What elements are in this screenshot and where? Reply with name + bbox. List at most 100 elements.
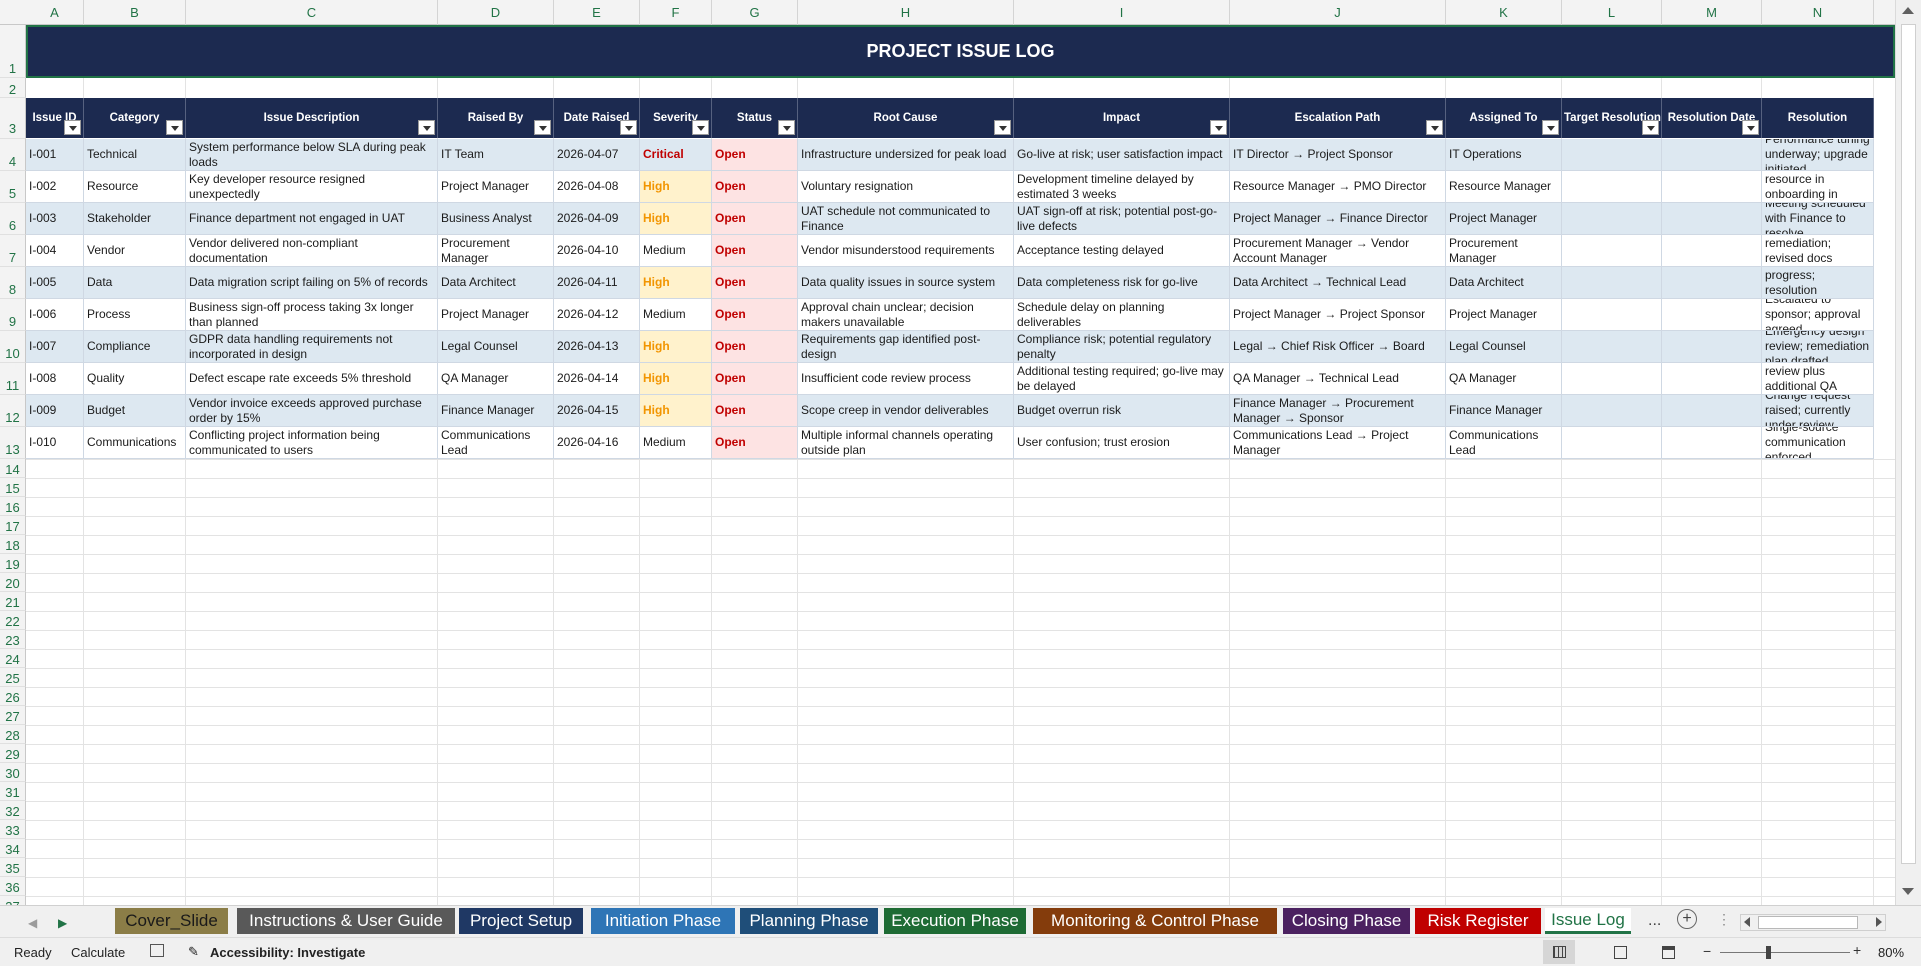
sheet-title-banner[interactable]: PROJECT ISSUE LOG: [26, 25, 1895, 78]
table-cell[interactable]: 2026-04-13: [554, 331, 640, 363]
row-header-35[interactable]: 35: [0, 858, 26, 877]
table-cell[interactable]: [1562, 139, 1662, 171]
table-cell[interactable]: Data quality issues in source system: [798, 267, 1014, 299]
table-cell[interactable]: 2026-04-10: [554, 235, 640, 267]
table-cell[interactable]: 2026-04-08: [554, 171, 640, 203]
column-header-j[interactable]: J: [1230, 0, 1446, 25]
column-header-h[interactable]: H: [798, 0, 1014, 25]
table-cell[interactable]: Data Architect → Technical Lead: [1230, 267, 1446, 299]
table-cell[interactable]: I-007: [26, 331, 84, 363]
table-header-cell[interactable]: Escalation Path: [1230, 98, 1446, 138]
cell-mode-icon[interactable]: [150, 944, 164, 957]
table-cell[interactable]: Emergency design review; remediation pla…: [1762, 331, 1874, 363]
tab-scroll-left-icon[interactable]: ◀: [28, 916, 38, 930]
table-cell[interactable]: I-001: [26, 139, 84, 171]
sheet-tab-planning-phase[interactable]: Planning Phase: [740, 908, 878, 934]
row-header-34[interactable]: 34: [0, 839, 26, 858]
sheet-tab-closing-phase[interactable]: Closing Phase: [1283, 908, 1410, 934]
table-cell[interactable]: Project Manager: [438, 171, 554, 203]
table-cell[interactable]: Voluntary resignation: [798, 171, 1014, 203]
more-tabs-button[interactable]: ...: [1648, 912, 1662, 929]
filter-dropdown-icon[interactable]: [166, 120, 183, 135]
table-cell[interactable]: Resource: [84, 171, 186, 203]
table-header-cell[interactable]: Severity: [640, 98, 712, 138]
row-header-33[interactable]: 33: [0, 820, 26, 839]
table-cell[interactable]: Open: [712, 331, 798, 363]
table-cell[interactable]: Defect escape rate exceeds 5% threshold: [186, 363, 438, 395]
scroll-up-icon[interactable]: [1902, 7, 1914, 14]
table-cell[interactable]: Compliance risk; potential regulatory pe…: [1014, 331, 1230, 363]
vertical-scroll-thumb[interactable]: [1901, 24, 1916, 864]
table-cell[interactable]: High: [640, 363, 712, 395]
table-cell[interactable]: Data Architect: [1446, 267, 1562, 299]
row-header-19[interactable]: 19: [0, 554, 26, 573]
filter-dropdown-icon[interactable]: [64, 120, 81, 135]
table-cell[interactable]: User confusion; trust erosion: [1014, 427, 1230, 459]
table-cell[interactable]: Medium: [640, 427, 712, 459]
row-header-18[interactable]: 18: [0, 535, 26, 554]
table-cell[interactable]: [1562, 203, 1662, 235]
filter-dropdown-icon[interactable]: [692, 120, 709, 135]
table-cell[interactable]: Conflicting project information being co…: [186, 427, 438, 459]
page-break-preview-icon[interactable]: [1662, 946, 1675, 959]
row-header-2[interactable]: 2: [0, 78, 26, 98]
table-cell[interactable]: Project Manager: [438, 299, 554, 331]
table-cell[interactable]: Open: [712, 171, 798, 203]
table-cell[interactable]: Business sign-off process taking 3x long…: [186, 299, 438, 331]
sheet-tab-cover-slide[interactable]: Cover_Slide: [115, 908, 228, 934]
row-header-13[interactable]: 13: [0, 427, 26, 459]
table-cell[interactable]: Open: [712, 363, 798, 395]
table-cell[interactable]: Medium: [640, 235, 712, 267]
row-header-16[interactable]: 16: [0, 497, 26, 516]
table-cell[interactable]: Technical: [84, 139, 186, 171]
table-cell[interactable]: GDPR data handling requirements not inco…: [186, 331, 438, 363]
table-cell[interactable]: [1562, 427, 1662, 459]
zoom-out-icon[interactable]: −: [1703, 943, 1712, 959]
table-cell[interactable]: Data cleansing in progress; resolution c…: [1762, 267, 1874, 299]
table-cell[interactable]: [1662, 395, 1762, 427]
filter-dropdown-icon[interactable]: [620, 120, 637, 135]
row-header-24[interactable]: 24: [0, 649, 26, 668]
table-cell[interactable]: Go-live at risk; user satisfaction impac…: [1014, 139, 1230, 171]
table-header-cell[interactable]: Impact: [1014, 98, 1230, 138]
row-header-30[interactable]: 30: [0, 763, 26, 782]
table-cell[interactable]: Legal → Chief Risk Officer → Board: [1230, 331, 1446, 363]
tab-scroll-right-icon[interactable]: ▶: [58, 916, 68, 930]
table-cell[interactable]: Data migration script failing on 5% of r…: [186, 267, 438, 299]
table-cell[interactable]: 2026-04-14: [554, 363, 640, 395]
filter-dropdown-icon[interactable]: [994, 120, 1011, 135]
table-cell[interactable]: [1562, 235, 1662, 267]
table-cell[interactable]: Open: [712, 299, 798, 331]
table-cell[interactable]: I-005: [26, 267, 84, 299]
sheet-tab-monitoring-control-phase[interactable]: Monitoring & Control Phase: [1033, 908, 1277, 934]
row-header-25[interactable]: 25: [0, 668, 26, 687]
table-cell[interactable]: 2026-04-11: [554, 267, 640, 299]
row-header-14[interactable]: 14: [0, 459, 26, 478]
accessibility-status[interactable]: Accessibility: Investigate: [210, 945, 366, 960]
table-cell[interactable]: 2026-04-07: [554, 139, 640, 171]
table-cell[interactable]: [1662, 203, 1762, 235]
table-cell[interactable]: Communications Lead → Project Manager: [1230, 427, 1446, 459]
table-cell[interactable]: Additional testing required; go-live may…: [1014, 363, 1230, 395]
row-header-17[interactable]: 17: [0, 516, 26, 535]
table-cell[interactable]: QA Manager: [1446, 363, 1562, 395]
table-cell[interactable]: Project Manager: [1446, 299, 1562, 331]
table-cell[interactable]: Critical: [640, 139, 712, 171]
table-cell[interactable]: [1662, 299, 1762, 331]
zoom-slider[interactable]: [1720, 952, 1850, 953]
table-cell[interactable]: Legal Counsel: [438, 331, 554, 363]
row-header-7[interactable]: 7: [0, 235, 26, 267]
column-header-b[interactable]: B: [84, 0, 186, 25]
table-cell[interactable]: Communications Lead: [1446, 427, 1562, 459]
scroll-right-icon[interactable]: [1876, 917, 1882, 927]
table-cell[interactable]: Quality: [84, 363, 186, 395]
zoom-in-icon[interactable]: +: [1853, 942, 1862, 958]
table-cell[interactable]: Resource Manager → PMO Director: [1230, 171, 1446, 203]
table-cell[interactable]: Medium: [640, 299, 712, 331]
table-cell[interactable]: High: [640, 267, 712, 299]
table-cell[interactable]: 2026-04-12: [554, 299, 640, 331]
sheet-tab-risk-register[interactable]: Risk Register: [1415, 908, 1541, 934]
table-cell[interactable]: Finance Manager: [1446, 395, 1562, 427]
row-header-6[interactable]: 6: [0, 203, 26, 235]
table-cell[interactable]: Schedule delay on planning deliverables: [1014, 299, 1230, 331]
